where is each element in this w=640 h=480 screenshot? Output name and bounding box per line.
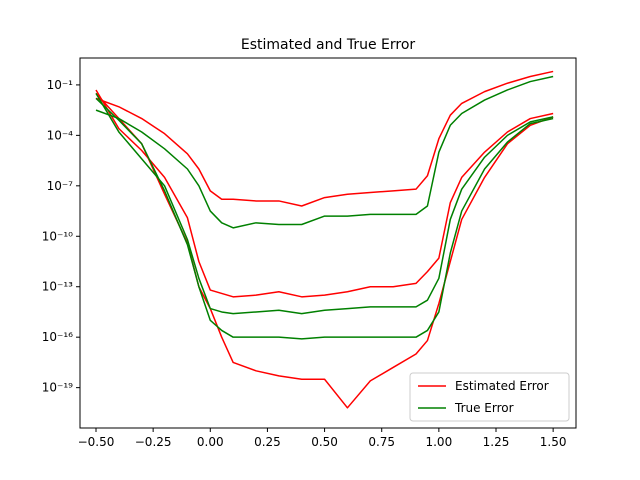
legend: Estimated Error True Error — [409, 372, 570, 422]
legend-label: True Error — [454, 401, 514, 415]
x-tick-label: 0.75 — [368, 435, 395, 449]
y-tick-label: 10⁻¹⁹ — [42, 381, 73, 395]
legend-label: Estimated Error — [455, 379, 549, 393]
x-tick-label: 1.50 — [540, 435, 567, 449]
y-tick-label: 10⁻¹⁶ — [42, 330, 73, 344]
series-line-true-error-3 — [95, 97, 554, 340]
y-tick-label: 10⁻⁷ — [47, 179, 74, 193]
x-tick-label: −0.50 — [78, 435, 115, 449]
chart-title: Estimated and True Error — [241, 37, 416, 53]
series-line-true-error-1 — [95, 75, 554, 229]
y-tick-label: 10⁻¹ — [47, 78, 74, 92]
x-tick-label: −0.25 — [135, 435, 172, 449]
x-tick-label: 0.50 — [311, 435, 338, 449]
series-line-estimated-error-2 — [95, 89, 554, 298]
plot-frame — [79, 57, 577, 429]
y-tick-label: 10⁻⁴ — [47, 128, 74, 142]
x-axis: −0.50 −0.25 0.00 0.25 0.50 0.75 1.00 1.25 1.50 — [78, 428, 567, 449]
x-tick-label: 1.00 — [425, 435, 452, 449]
y-tick-label: 10⁻¹⁰ — [42, 229, 73, 243]
x-tick-label: 1.25 — [483, 435, 510, 449]
series-line-true-error-2 — [95, 92, 554, 315]
y-tick-label: 10⁻¹³ — [42, 280, 73, 294]
x-tick-label: 0.00 — [197, 435, 224, 449]
y-axis: 10⁻¹⁹ 10⁻¹⁶ 10⁻¹³ 10⁻¹⁰ 10⁻⁷ 10⁻⁴ 10⁻¹ — [42, 78, 80, 395]
plot-lines — [95, 70, 554, 409]
x-tick-label: 0.25 — [254, 435, 281, 449]
legend-box — [409, 372, 570, 422]
series-line-estimated-error-1 — [95, 70, 554, 207]
